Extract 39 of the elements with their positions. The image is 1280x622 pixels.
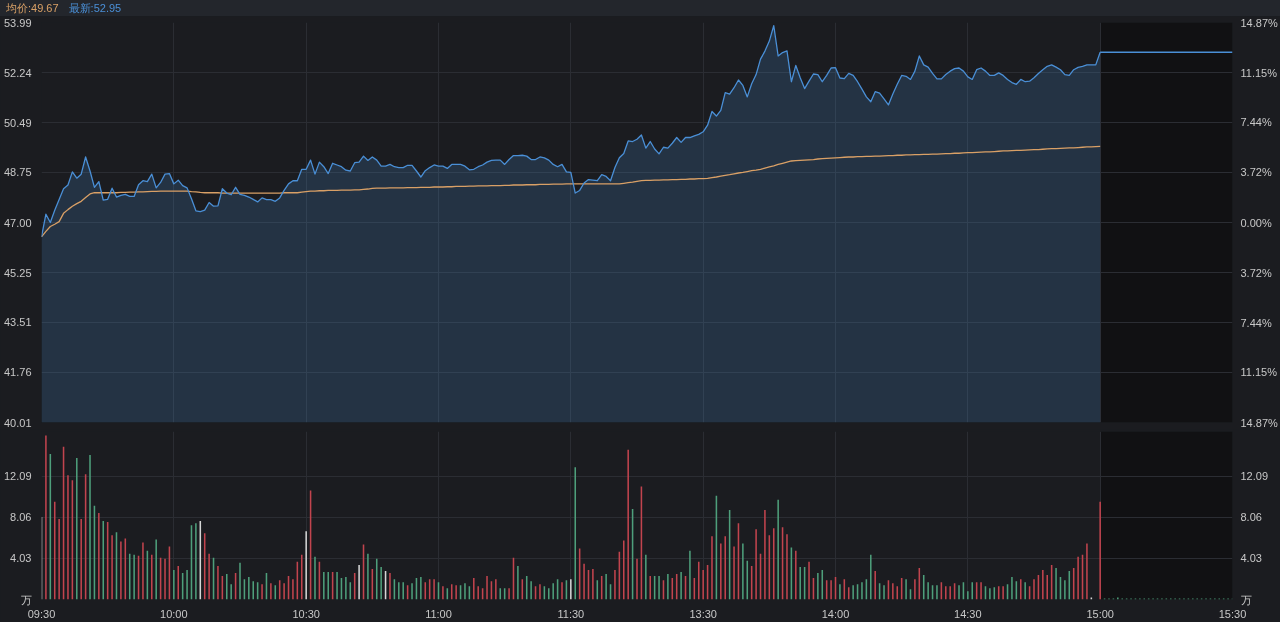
text: 均价:49.67 [6,2,59,14]
line-series [41,145,1101,238]
y-tick-label: 53.99 [3,16,32,29]
y2-tick-label: 3.72% [1240,166,1272,179]
y-tick-label: 50.49 [3,116,32,129]
y-tick-label: 43.51 [3,316,32,329]
y2-tick-label: 11.15% [1240,366,1278,379]
y-tick-label: 41.76 [3,366,32,379]
x-tick-label: 13:30 [689,607,717,620]
y-tick-label: 52.24 [3,66,32,79]
y2-tick-label: 4.03 [1240,552,1262,565]
y2-tick-label: 11.15% [1240,66,1278,79]
y2-tick-label: 0.00% [1240,216,1272,229]
y2-tick-label: 12.09 [1240,470,1269,483]
x-tick-label: 10:00 [160,607,188,620]
y2-tick-label: 万 [1240,593,1252,606]
y-tick-label: 40.01 [3,416,32,429]
x-tick-label: 10:30 [292,607,320,620]
y2-tick-label: 7.44% [1240,116,1272,129]
y2-tick-label: 3.72% [1240,266,1272,279]
y2-tick-label: 7.44% [1240,316,1272,329]
y-tick-label: 48.75 [3,166,32,179]
y2-tick-label: 14.87% [1240,416,1279,429]
y-tick-label: 47.00 [3,216,32,229]
x-tick-label: 14:30 [954,607,982,620]
y-tick-label: 4.03 [10,552,32,565]
x-tick-label: 14:00 [821,607,850,620]
y2-tick-label: 14.87% [1240,16,1279,29]
x-tick-label: 15:00 [1086,607,1114,620]
x-tick-label: 11:30 [557,607,585,620]
x-tick-label: 09:30 [27,607,56,620]
y-tick-label: 8.06 [10,511,32,524]
y-tick-label: 12.09 [3,470,32,483]
x-tick-label: 11:00 [425,607,452,620]
y-tick-label: 45.25 [3,266,32,279]
y2-tick-label: 8.06 [1240,511,1262,524]
y-tick-label: 万 [20,593,32,606]
x-tick-label: 15:30 [1218,607,1247,620]
text: 最新:52.95 [68,2,122,14]
